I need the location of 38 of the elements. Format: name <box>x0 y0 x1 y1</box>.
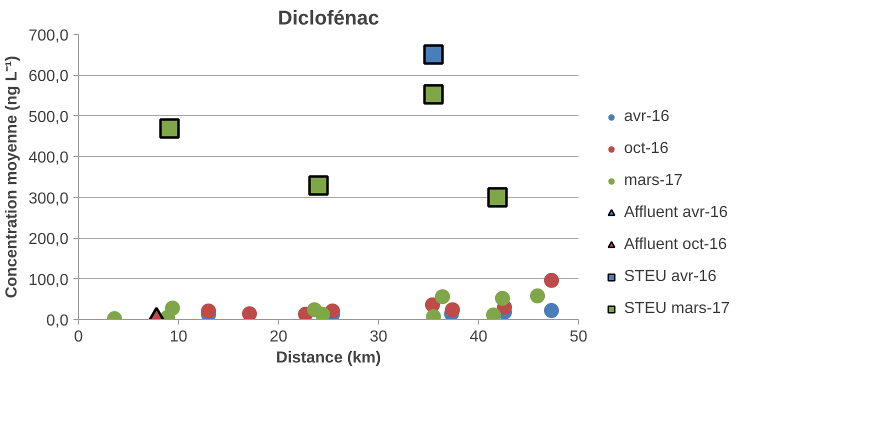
point <box>201 303 216 318</box>
legend-label: avr-16 <box>624 108 670 126</box>
y-tick-label: 300,0 <box>28 190 69 208</box>
y-tick-label: 0,0 <box>46 312 69 330</box>
y-tick-label: 500,0 <box>28 108 69 126</box>
y-tick-label: 700,0 <box>28 28 69 44</box>
x-tick-label: 0 <box>74 328 84 346</box>
x-axis-title: Distance (km) <box>276 350 381 366</box>
point <box>242 306 257 320</box>
point <box>530 288 545 304</box>
point <box>435 289 450 304</box>
chart-title: Diclofénac <box>278 8 380 30</box>
legend-label: mars-17 <box>624 172 683 190</box>
y-tick-label: 600,0 <box>28 68 69 86</box>
point <box>544 272 559 288</box>
point <box>423 44 444 65</box>
point <box>495 290 510 306</box>
legend-label: Affluent oct-16 <box>624 236 727 254</box>
legend-label: STEU avr-16 <box>624 268 716 286</box>
y-tick-label: 400,0 <box>28 150 69 167</box>
x-tick-label: 30 <box>370 328 388 346</box>
point <box>159 118 180 139</box>
x-tick-label: 20 <box>270 328 288 346</box>
y-axis-title: Concentration moyenne (ng L⁻¹) <box>3 56 20 298</box>
point <box>544 303 559 318</box>
x-tick-label: 10 <box>170 328 188 346</box>
point <box>165 300 180 316</box>
legend-label: STEU mars-17 <box>624 300 730 318</box>
point <box>445 302 460 318</box>
legend-label: Affluent avr-16 <box>624 204 728 222</box>
x-tick-label: 50 <box>570 328 588 346</box>
y-tick-label: 100,0 <box>28 272 69 289</box>
x-tick-label: 40 <box>470 328 488 346</box>
legend-label: oct-16 <box>624 140 668 158</box>
y-tick-label: 200,0 <box>28 231 69 248</box>
point <box>487 187 508 208</box>
point <box>423 84 444 105</box>
point <box>308 175 329 196</box>
